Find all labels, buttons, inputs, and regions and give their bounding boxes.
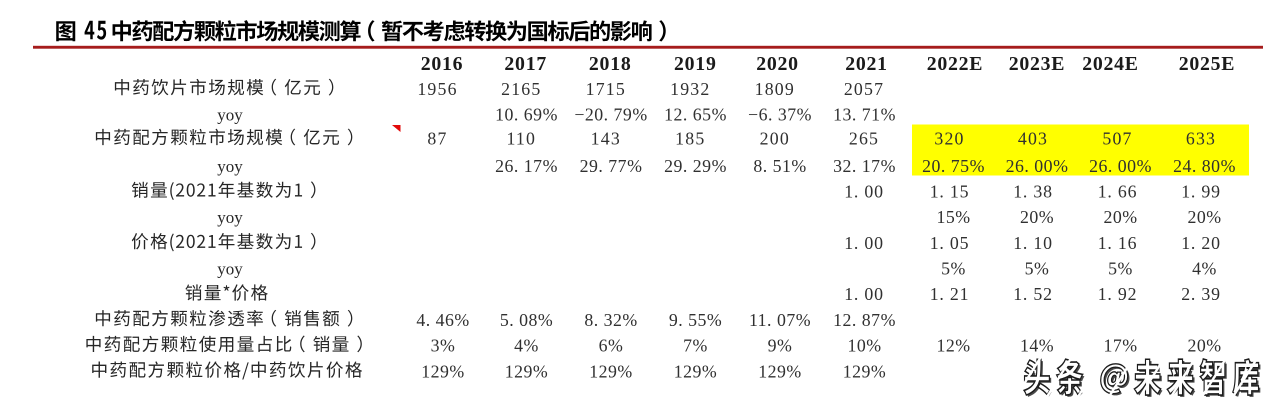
svg-text:265: 265	[849, 129, 879, 149]
svg-text:20%: 20%	[1187, 207, 1221, 227]
svg-text:2019: 2019	[674, 53, 717, 75]
svg-text:129%: 129%	[674, 361, 717, 381]
svg-text:185: 185	[675, 129, 705, 149]
svg-text:1. 00: 1. 00	[844, 233, 884, 253]
svg-text:1. 15: 1. 15	[930, 182, 970, 202]
svg-text:4. 46%: 4. 46%	[416, 310, 469, 330]
svg-text:2024E: 2024E	[1082, 53, 1139, 75]
svg-text:9%: 9%	[768, 336, 793, 356]
svg-text:5%: 5%	[1025, 259, 1050, 279]
svg-text:8. 51%: 8. 51%	[753, 156, 806, 176]
svg-text:26. 00%: 26. 00%	[1089, 156, 1152, 176]
svg-text:129%: 129%	[589, 361, 632, 381]
svg-text:17%: 17%	[1103, 336, 1137, 356]
svg-text:1. 92: 1. 92	[1098, 284, 1138, 304]
svg-text:10. 69%: 10. 69%	[495, 105, 558, 125]
svg-text:15%: 15%	[936, 207, 970, 227]
svg-text:129%: 129%	[421, 361, 464, 381]
svg-text:5%: 5%	[1108, 259, 1133, 279]
svg-text:2023E: 2023E	[1009, 53, 1066, 75]
svg-text:143: 143	[591, 129, 621, 149]
svg-text:yoy: yoy	[217, 208, 243, 227]
svg-text:110: 110	[506, 129, 536, 149]
svg-text:1. 99: 1. 99	[1181, 182, 1221, 202]
svg-text:6%: 6%	[599, 336, 624, 356]
svg-text:13. 71%: 13. 71%	[833, 105, 896, 125]
svg-text:2165: 2165	[501, 79, 541, 99]
svg-text:29. 29%: 29. 29%	[664, 156, 727, 176]
svg-text:12. 87%: 12. 87%	[833, 310, 896, 330]
svg-text:1. 10: 1. 10	[1013, 233, 1053, 253]
svg-text:20%: 20%	[1187, 336, 1221, 356]
svg-text:1715: 1715	[586, 79, 626, 99]
svg-text:−6. 37%: −6. 37%	[748, 105, 812, 125]
svg-text:3%: 3%	[431, 336, 456, 356]
svg-text:2017: 2017	[504, 53, 547, 75]
svg-text:32. 17%: 32. 17%	[833, 156, 896, 176]
svg-text:9. 55%: 9. 55%	[669, 310, 722, 330]
svg-text:26. 00%: 26. 00%	[1006, 156, 1069, 176]
svg-text:2016: 2016	[421, 53, 464, 75]
svg-text:633: 633	[1186, 129, 1216, 149]
svg-text:320: 320	[934, 129, 964, 149]
svg-text:87: 87	[427, 129, 447, 149]
svg-text:7%: 7%	[683, 336, 708, 356]
svg-text:29. 77%: 29. 77%	[580, 156, 643, 176]
svg-text:20%: 20%	[1020, 207, 1054, 227]
svg-text:11. 07%: 11. 07%	[749, 310, 811, 330]
svg-text:2. 39: 2. 39	[1181, 284, 1221, 304]
svg-text:12. 65%: 12. 65%	[664, 105, 727, 125]
svg-text:1809: 1809	[755, 79, 795, 99]
svg-text:2021: 2021	[845, 53, 888, 75]
svg-text:4%: 4%	[1192, 259, 1217, 279]
svg-text:129%: 129%	[843, 361, 886, 381]
svg-text:1. 38: 1. 38	[1013, 182, 1053, 202]
svg-text:12%: 12%	[936, 336, 970, 356]
svg-text:1932: 1932	[670, 79, 710, 99]
svg-text:1. 00: 1. 00	[844, 284, 884, 304]
svg-text:2020: 2020	[756, 53, 799, 75]
svg-text:24. 80%: 24. 80%	[1173, 156, 1236, 176]
svg-text:1. 21: 1. 21	[930, 284, 970, 304]
svg-text:5. 08%: 5. 08%	[500, 310, 553, 330]
svg-text:yoy: yoy	[217, 157, 243, 176]
svg-text:8. 32%: 8. 32%	[584, 310, 637, 330]
svg-text:200: 200	[760, 129, 790, 149]
svg-text:yoy: yoy	[217, 106, 243, 125]
svg-text:20%: 20%	[1103, 207, 1137, 227]
svg-text:507: 507	[1102, 129, 1132, 149]
svg-text:5%: 5%	[941, 259, 966, 279]
svg-text:1956: 1956	[417, 79, 457, 99]
svg-text:14%: 14%	[1020, 336, 1054, 356]
svg-text:2057: 2057	[844, 79, 884, 99]
svg-text:1. 00: 1. 00	[844, 182, 884, 202]
svg-text:1. 20: 1. 20	[1181, 233, 1221, 253]
svg-text:2022E: 2022E	[927, 53, 984, 75]
svg-text:1. 52: 1. 52	[1013, 284, 1053, 304]
svg-text:1. 66: 1. 66	[1098, 182, 1138, 202]
svg-text:2025E: 2025E	[1179, 53, 1236, 75]
svg-text:−20. 79%: −20. 79%	[574, 105, 647, 125]
svg-text:1. 05: 1. 05	[930, 233, 970, 253]
svg-text:129%: 129%	[505, 361, 548, 381]
svg-text:4%: 4%	[514, 336, 539, 356]
svg-text:26. 17%: 26. 17%	[495, 156, 558, 176]
svg-text:yoy: yoy	[217, 260, 243, 279]
svg-text:20. 75%: 20. 75%	[922, 156, 985, 176]
svg-text:129%: 129%	[758, 361, 801, 381]
svg-text:10%: 10%	[847, 336, 881, 356]
svg-text:2018: 2018	[589, 53, 632, 75]
svg-text:403: 403	[1018, 129, 1048, 149]
svg-text:1. 16: 1. 16	[1098, 233, 1138, 253]
